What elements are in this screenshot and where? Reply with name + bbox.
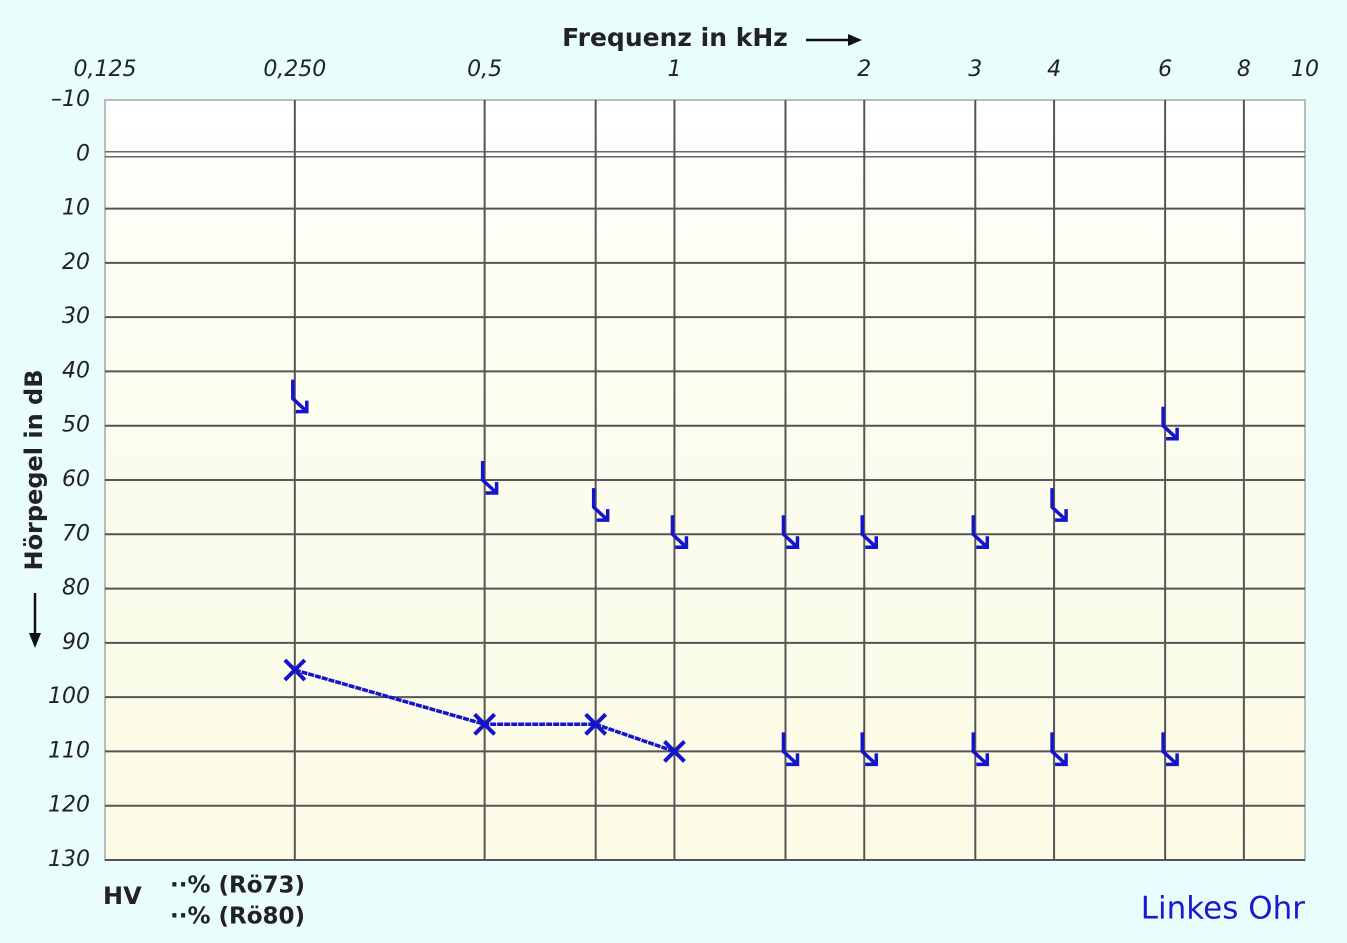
y-tick-label: 80 — [62, 576, 90, 601]
arrow-marker — [781, 732, 800, 767]
y-tick-label: 130 — [48, 847, 90, 872]
y-axis-arrow — [29, 593, 41, 648]
y-tick-label: 100 — [48, 684, 90, 709]
x-marker — [473, 712, 497, 736]
annotation: ··% (Rö80) — [170, 904, 305, 930]
arrow-marker — [1161, 732, 1179, 767]
x-tick-label: 4 — [1047, 57, 1061, 82]
y-tick-label: –10 — [51, 87, 90, 112]
annotation: HV — [103, 882, 142, 910]
x-marker — [283, 658, 307, 682]
arrow-marker — [291, 379, 309, 414]
title-arrow — [806, 34, 862, 46]
x-tick-label: 0,125 — [74, 57, 137, 82]
y-axis-label: Hörpegel in dB — [20, 369, 48, 570]
y-tick-label: 10 — [62, 196, 90, 221]
y-tick-label: 90 — [62, 630, 90, 655]
arrow-marker — [1050, 732, 1068, 767]
y-tick-label: 110 — [48, 738, 90, 763]
x-tick-label: 3 — [968, 57, 982, 82]
ear-label: Linkes Ohr — [1141, 891, 1306, 927]
arrow-marker — [971, 515, 990, 550]
arrow-marker — [670, 515, 689, 550]
x-tick-label: 1 — [667, 57, 681, 82]
arrow-marker — [860, 732, 879, 767]
x-tick-label: 6 — [1158, 57, 1172, 82]
arrow-marker — [860, 515, 879, 550]
x-tick-label: 0,250 — [263, 57, 326, 82]
arrow-marker — [971, 732, 990, 767]
x-tick-label: 10 — [1291, 57, 1319, 82]
y-tick-label: 70 — [62, 521, 90, 546]
y-tick-label: 120 — [48, 793, 90, 818]
y-tick-label: 50 — [62, 413, 90, 438]
arrow-marker — [480, 461, 499, 495]
x-marker — [663, 740, 686, 763]
arrow-marker — [1050, 488, 1068, 522]
y-tick-label: 30 — [62, 304, 90, 329]
annotation: ··% (Rö73) — [170, 873, 305, 899]
x-tick-label: 8 — [1237, 57, 1251, 82]
arrow-marker — [591, 488, 610, 522]
x-marker — [584, 712, 608, 736]
x-tick-label: 2 — [857, 57, 871, 82]
series-line — [294, 668, 676, 754]
y-tick-label: 40 — [62, 358, 90, 383]
chart-title: Frequenz in kHz — [562, 23, 788, 52]
y-tick-label: 0 — [76, 141, 90, 166]
y-tick-label: 60 — [62, 467, 90, 492]
x-tick-label: 0,5 — [467, 57, 502, 82]
arrow-marker — [781, 515, 800, 550]
y-tick-label: 20 — [62, 250, 90, 275]
arrow-marker — [1161, 406, 1179, 441]
